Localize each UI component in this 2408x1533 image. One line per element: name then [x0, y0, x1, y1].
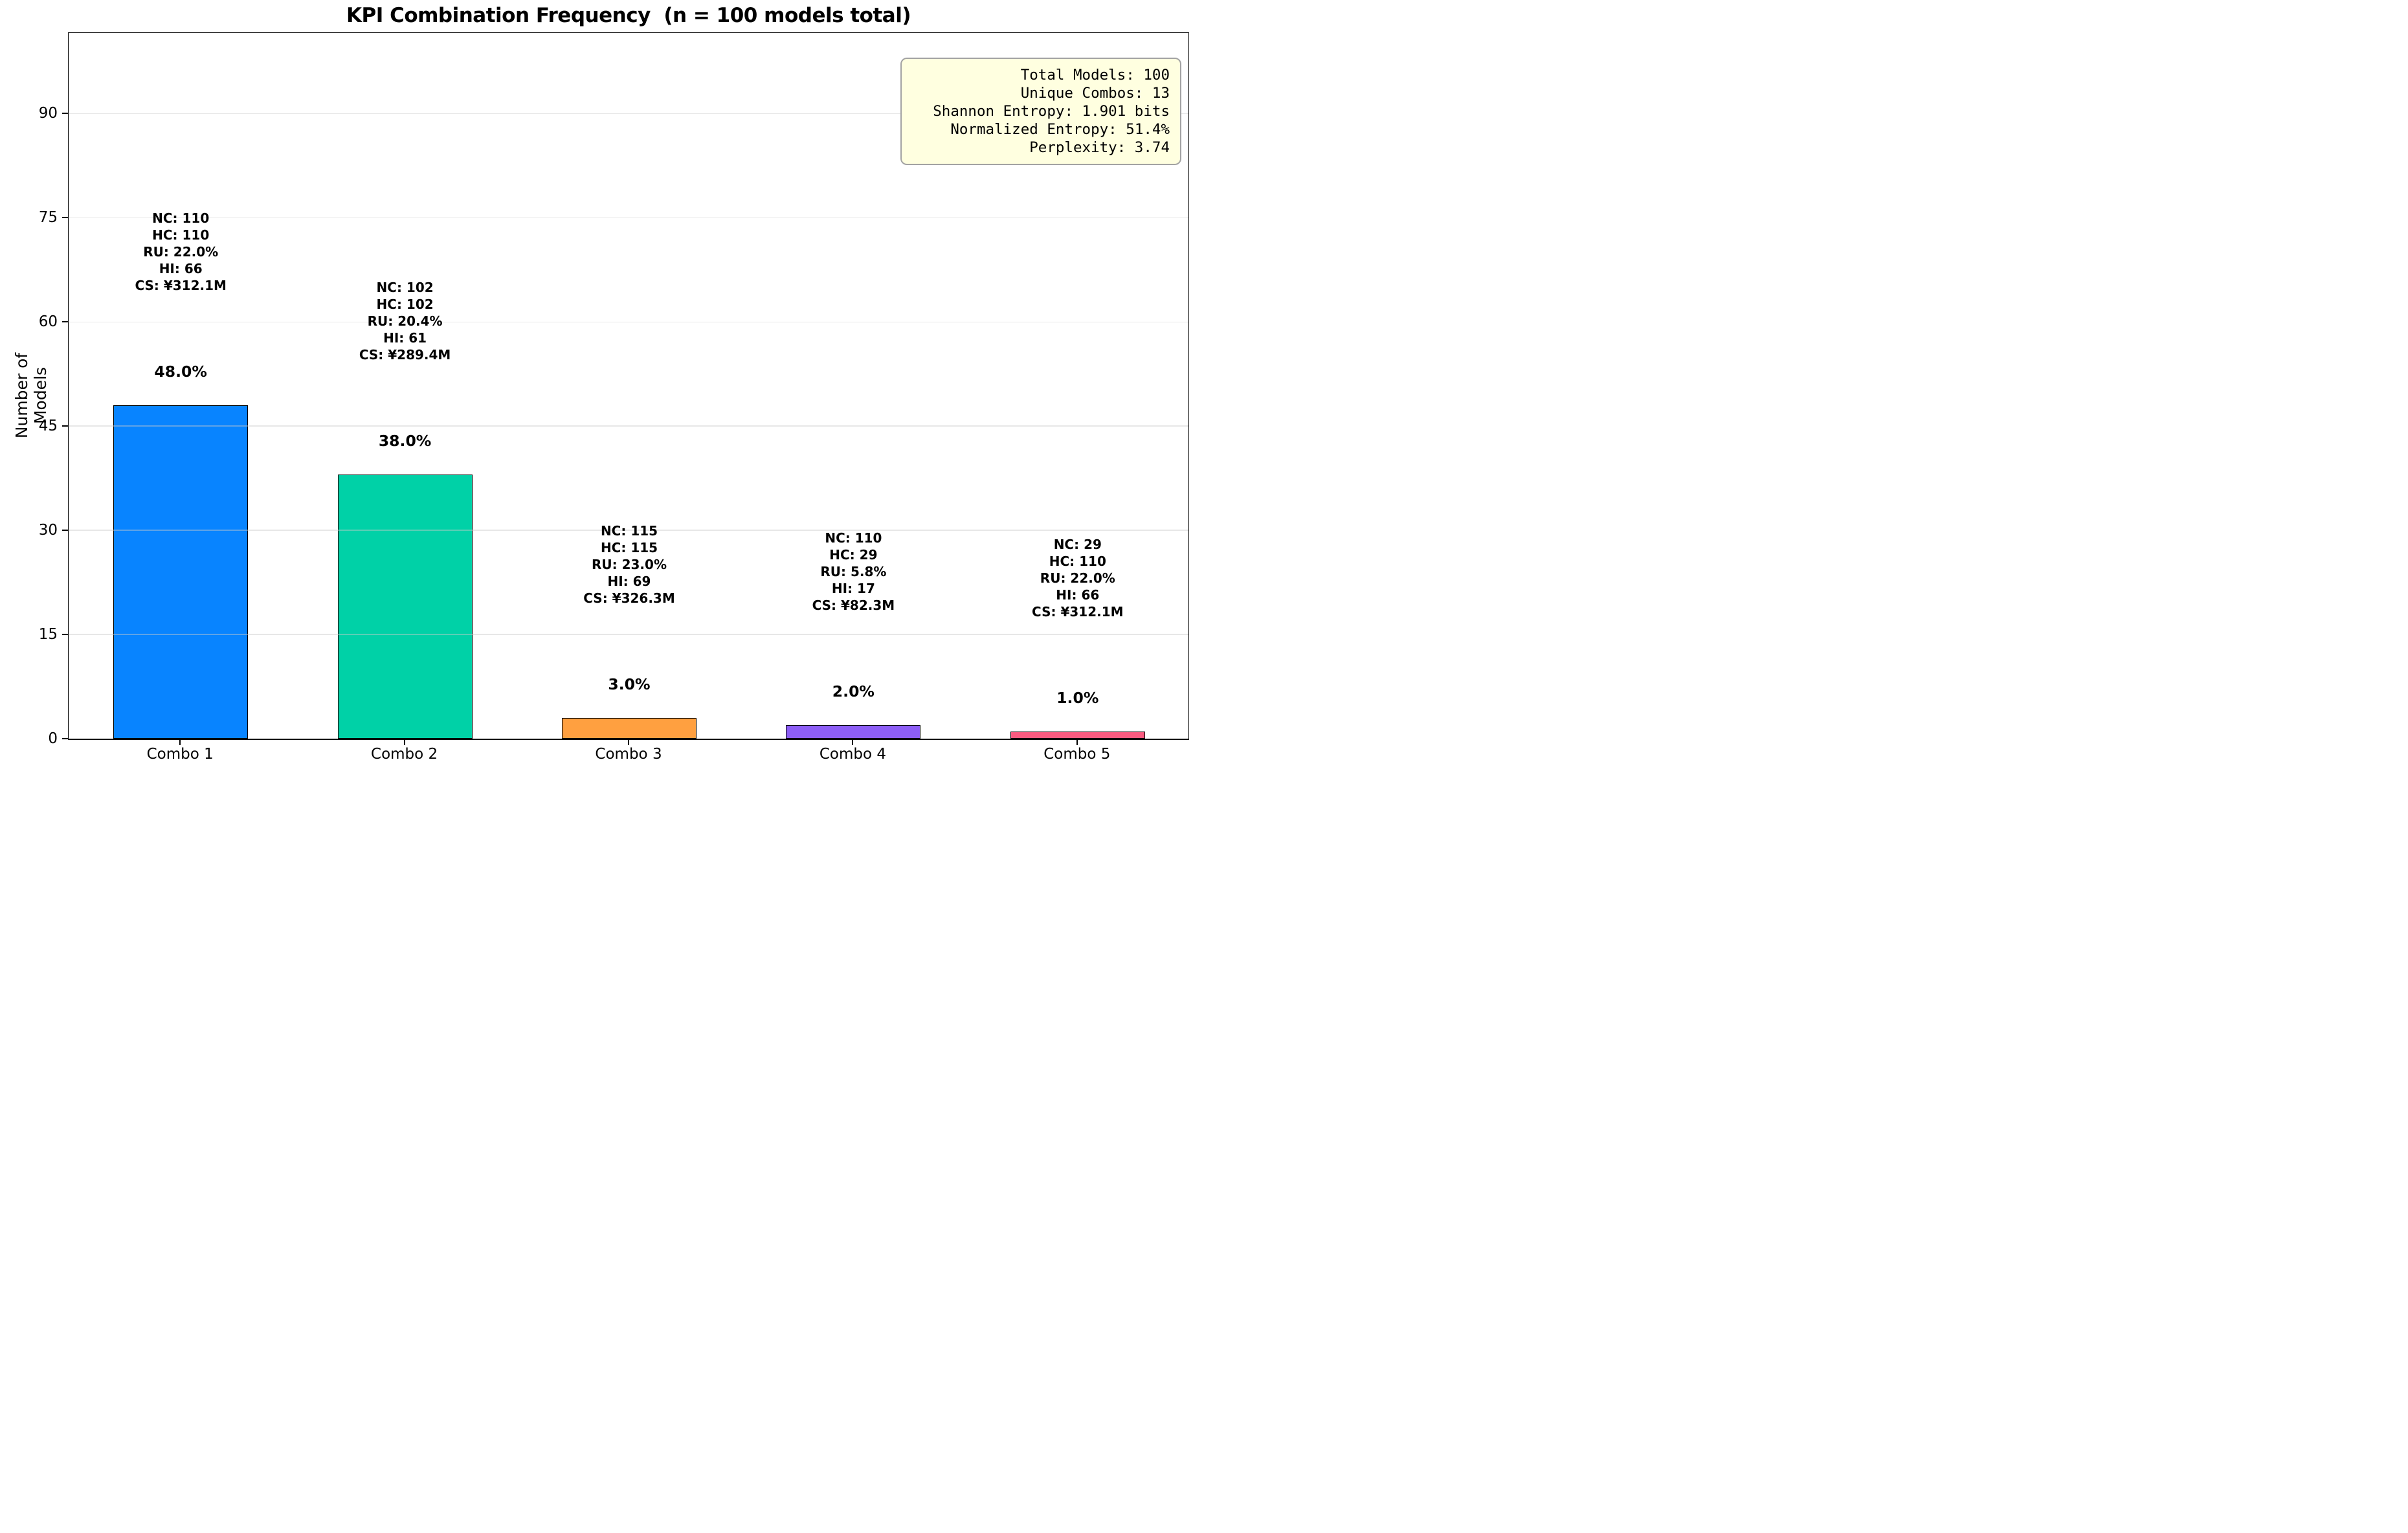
pct-label-combo-5: 1.0% — [1056, 689, 1099, 708]
y-tick-label-15: 15 — [38, 625, 58, 643]
y-tick-label-90: 90 — [38, 104, 58, 122]
stats-line-perplexity: Perplexity: 3.74 — [1029, 139, 1170, 156]
kpi-annotation-combo-4: NC: 110 HC: 29 RU: 5.8% HI: 17 CS: ¥82.3… — [812, 530, 895, 613]
y-tick-label-0: 0 — [48, 730, 58, 747]
y-tick-label-30: 30 — [38, 521, 58, 539]
x-tick-label-2: Combo 2 — [371, 746, 438, 763]
x-tick-mark-5 — [1076, 740, 1078, 745]
chart-title: KPI Combination Frequency (n = 100 model… — [346, 4, 911, 27]
y-tick-label-45: 45 — [38, 417, 58, 434]
x-tick-label-1: Combo 1 — [146, 746, 214, 763]
x-tick-label-3: Combo 3 — [595, 746, 662, 763]
kpi-annotation-combo-2: NC: 102 HC: 102 RU: 20.4% HI: 61 CS: ¥28… — [359, 280, 451, 363]
gridline-y45 — [69, 425, 1188, 427]
stats-line-normalized-entropy: Normalized Entropy: 51.4% — [950, 121, 1170, 138]
stats-box: Total Models: 100 Unique Combos: 13 Shan… — [900, 58, 1181, 165]
y-tick-mark-60 — [62, 320, 68, 322]
pct-label-combo-4: 2.0% — [832, 682, 875, 700]
bar-combo-5 — [1010, 732, 1145, 739]
kpi-annotation-combo-3: NC: 115 HC: 115 RU: 23.0% HI: 69 CS: ¥32… — [583, 522, 675, 606]
x-tick-label-5: Combo 5 — [1043, 746, 1111, 763]
stats-line-total-models: Total Models: 100 — [1020, 67, 1170, 84]
figure: KPI Combination Frequency (n = 100 model… — [0, 0, 1204, 766]
y-tick-mark-0 — [62, 737, 68, 739]
y-tick-mark-90 — [62, 112, 68, 114]
x-tick-label-4: Combo 4 — [819, 746, 886, 763]
y-tick-label-60: 60 — [38, 313, 58, 330]
y-tick-mark-75 — [62, 216, 68, 218]
pct-label-combo-2: 38.0% — [378, 432, 432, 451]
y-tick-mark-30 — [62, 529, 68, 531]
pct-label-combo-1: 48.0% — [154, 363, 207, 381]
y-axis-title: Number of Models — [12, 352, 50, 439]
gridline-y75 — [69, 217, 1188, 219]
bar-combo-1 — [113, 405, 249, 739]
stats-line-unique-combos: Unique Combos: 13 — [1020, 85, 1170, 102]
gridline-y60 — [69, 321, 1188, 323]
y-tick-mark-15 — [62, 633, 68, 635]
y-tick-label-75: 75 — [38, 208, 58, 226]
x-tick-mark-1 — [179, 740, 181, 745]
y-tick-mark-45 — [62, 425, 68, 427]
pct-label-combo-3: 3.0% — [608, 675, 651, 693]
x-tick-mark-3 — [628, 740, 629, 745]
x-tick-mark-2 — [403, 740, 405, 745]
x-tick-mark-4 — [852, 740, 854, 745]
kpi-annotation-combo-5: NC: 29 HC: 110 RU: 22.0% HI: 66 CS: ¥312… — [1032, 537, 1124, 620]
stats-line-shannon-entropy: Shannon Entropy: 1.901 bits — [933, 103, 1170, 120]
bar-combo-3 — [562, 717, 697, 739]
gridline-y30 — [69, 530, 1188, 531]
bar-combo-4 — [786, 724, 921, 739]
bar-combo-2 — [337, 475, 473, 739]
gridline-y15 — [69, 634, 1188, 635]
kpi-annotation-combo-1: NC: 110 HC: 110 RU: 22.0% HI: 66 CS: ¥31… — [135, 210, 227, 294]
gridline-y90 — [69, 113, 1188, 115]
